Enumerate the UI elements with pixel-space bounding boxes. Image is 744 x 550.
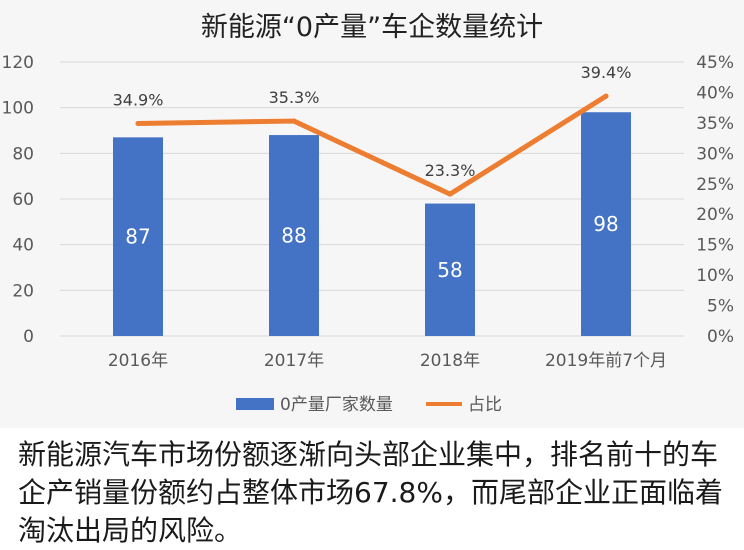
bar-value-label: 87 bbox=[125, 225, 150, 249]
line-point bbox=[447, 191, 453, 197]
gridlines bbox=[60, 61, 684, 337]
left-axis-tick-label: 40 bbox=[12, 236, 34, 256]
right-axis: 0% 5% 10% 15% 20% 25% 30% 35% 40% 45% bbox=[696, 53, 734, 347]
right-axis-tick-label: 45% bbox=[696, 53, 734, 73]
bar-value-label: 88 bbox=[281, 224, 306, 248]
right-axis-tick-label: 35% bbox=[696, 114, 734, 134]
bar bbox=[269, 135, 319, 336]
category-label: 2018年 bbox=[420, 351, 480, 371]
line-value-label: 35.3% bbox=[269, 88, 320, 107]
category-label: 2019年前7个月 bbox=[545, 351, 667, 371]
right-axis-tick-label: 25% bbox=[696, 175, 734, 195]
line-point bbox=[135, 120, 141, 126]
right-axis-tick-label: 10% bbox=[696, 266, 734, 286]
left-axis: 0 20 40 60 80 100 120 bbox=[2, 53, 34, 347]
right-axis-tick-label: 0% bbox=[707, 327, 734, 347]
proportion-line bbox=[135, 93, 609, 197]
line-point bbox=[291, 118, 297, 124]
bar-value-label: 98 bbox=[593, 212, 618, 236]
right-axis-tick-label: 5% bbox=[707, 297, 734, 317]
category-label: 2016年 bbox=[108, 351, 168, 371]
bar bbox=[425, 203, 475, 336]
left-axis-tick-label: 60 bbox=[12, 190, 34, 210]
right-axis-tick-label: 20% bbox=[696, 205, 734, 225]
category-label: 2017年 bbox=[264, 351, 324, 371]
legend-bar-label: 0产量厂家数量 bbox=[280, 395, 393, 415]
legend-bar-swatch bbox=[236, 398, 274, 410]
bar-series: 87 88 58 98 bbox=[113, 112, 631, 336]
line-series: 34.9% 35.3% 23.3% 39.4% bbox=[113, 63, 632, 197]
bar-value-label: 58 bbox=[437, 258, 462, 282]
chart-panel: 新能源“0产量”车企数量统计 0 20 40 60 80 100 120 0% 5% 10% 15… bbox=[1, 12, 734, 415]
line-value-label: 34.9% bbox=[113, 90, 164, 109]
left-axis-tick-label: 0 bbox=[23, 327, 34, 347]
left-axis-tick-label: 80 bbox=[12, 144, 34, 164]
line-value-label: 23.3% bbox=[425, 161, 476, 180]
left-axis-tick-label: 20 bbox=[12, 281, 34, 301]
caption-text: 新能源汽车市场份额逐渐向头部企业集中，排名前十的车企产销量份额约占整体市场67.… bbox=[18, 438, 723, 547]
line-point bbox=[603, 93, 609, 99]
left-axis-tick-label: 100 bbox=[2, 99, 34, 119]
chart: 新能源“0产量”车企数量统计 0 20 40 60 80 100 120 0% 5% 10% 15… bbox=[2, 12, 734, 415]
bar bbox=[581, 112, 631, 336]
right-axis-tick-label: 30% bbox=[696, 144, 734, 164]
right-axis-tick-label: 40% bbox=[696, 83, 734, 103]
line-value-label: 39.4% bbox=[581, 63, 632, 82]
category-axis: 2016年 2017年 2018年 2019年前7个月 bbox=[108, 351, 667, 371]
chart-title: 新能源“0产量”车企数量统计 bbox=[201, 12, 543, 43]
legend: 0产量厂家数量 占比 bbox=[236, 395, 502, 415]
legend-line-label: 占比 bbox=[468, 395, 502, 415]
bar bbox=[113, 137, 163, 336]
right-axis-tick-label: 15% bbox=[696, 236, 734, 256]
left-axis-tick-label: 120 bbox=[2, 53, 34, 73]
